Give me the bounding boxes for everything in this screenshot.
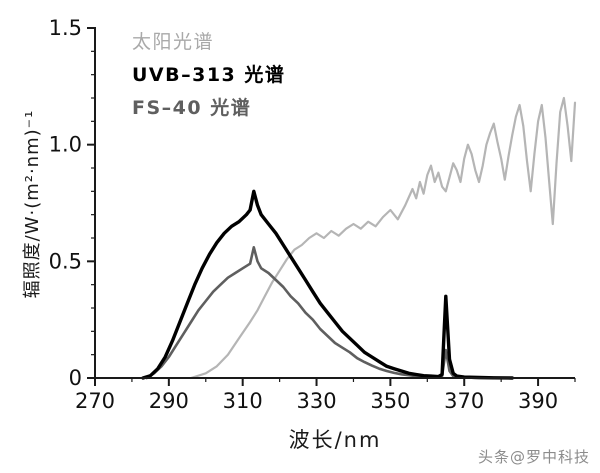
legend-item-fs40: FS–40 光谱	[132, 97, 252, 119]
x-axis-title: 波长/nm	[288, 428, 382, 452]
legend: 太阳光谱 UVB–313 光谱 FS–40 光谱	[132, 26, 285, 125]
series-line-2	[141, 189, 514, 380]
y-tick-label: 0.5	[49, 249, 82, 273]
x-tick-label: 330	[296, 389, 336, 413]
x-tick-label: 390	[518, 389, 558, 413]
legend-item-uvb313: UVB–313 光谱	[132, 64, 286, 86]
y-tick-label: 1.5	[49, 16, 82, 40]
watermark: 头条@罗中科技	[477, 448, 590, 466]
x-tick-label: 350	[370, 389, 410, 413]
x-tick-label: 310	[223, 389, 263, 413]
y-axis-title: 辐照度/W·(m²·nm)⁻¹	[22, 109, 43, 299]
legend-item-solar: 太阳光谱	[132, 31, 215, 53]
x-tick-label: 290	[149, 389, 189, 413]
x-tick-label: 370	[444, 389, 484, 413]
series-line-0	[189, 96, 577, 380]
y-tick-label: 1.0	[49, 133, 82, 157]
y-tick-label: 0	[69, 366, 82, 390]
x-tick-label: 270	[75, 389, 115, 413]
